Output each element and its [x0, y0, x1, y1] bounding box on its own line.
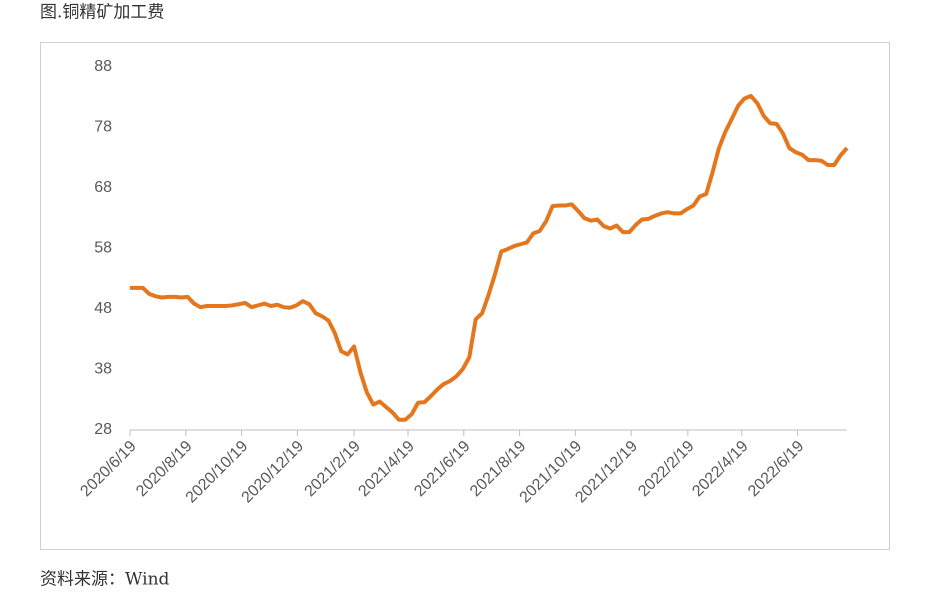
- y-tick-label: 28: [94, 421, 112, 438]
- source-note: 资料来源：Wind: [40, 570, 170, 590]
- y-tick-label: 88: [94, 58, 112, 75]
- y-tick-label: 58: [94, 240, 112, 257]
- x-tick-label: 2021/6/19: [411, 438, 473, 500]
- x-tick-label: 2022/4/19: [689, 438, 751, 500]
- chart-frame: [40, 42, 890, 550]
- data-line: [130, 94, 849, 422]
- x-tick-label: 2021/2/19: [302, 438, 364, 500]
- y-tick-label: 68: [94, 179, 112, 196]
- x-tick-label: 2022/2/19: [635, 438, 697, 500]
- x-tick-label: 2022/6/19: [745, 438, 807, 500]
- y-tick-label: 38: [94, 361, 112, 378]
- chart-title: 图.铜精矿加工费: [40, 3, 164, 23]
- x-tick-label: 2021/4/19: [355, 438, 417, 500]
- x-tick-label: 2020/6/19: [77, 438, 139, 500]
- y-tick-label: 48: [94, 300, 112, 317]
- y-tick-label: 78: [94, 119, 112, 136]
